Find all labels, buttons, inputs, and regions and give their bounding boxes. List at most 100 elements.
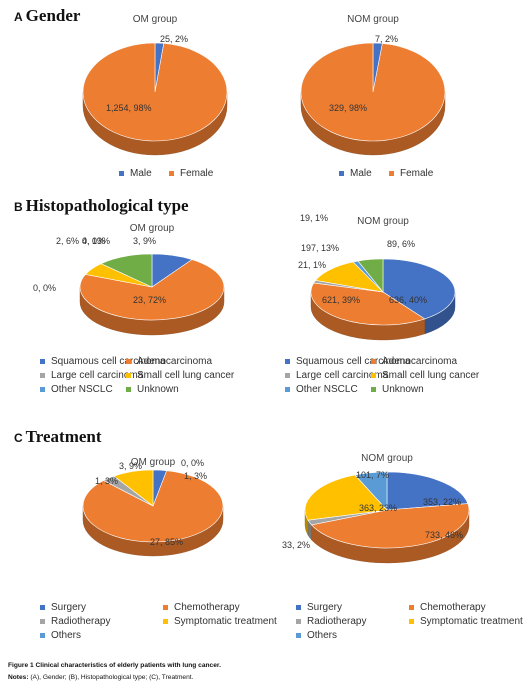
legend-swatch xyxy=(285,386,290,392)
data-label: 3, 9% xyxy=(119,461,142,471)
legend-swatch xyxy=(163,604,168,610)
legend-label: Unknown xyxy=(137,384,179,395)
legend-item: Chemotherapy xyxy=(409,602,486,613)
legend-label: Adenocarcinoma xyxy=(137,356,213,367)
data-label: 7, 2% xyxy=(375,34,398,44)
legend-item: Large cell carcinoma xyxy=(285,370,388,381)
legend-swatch xyxy=(285,358,290,364)
legend-swatch xyxy=(40,372,45,378)
pie-chart-b-nom: NOM group 636, 40% 621, 39% 21, 1% 197, 13% 1… xyxy=(298,213,456,341)
notes-label: Notes: xyxy=(8,674,29,681)
data-label: 733, 46% xyxy=(425,530,463,540)
data-label: 101, 7% xyxy=(356,470,389,480)
data-label: 89, 6% xyxy=(387,239,415,249)
legend-item: Female xyxy=(169,168,213,179)
pie-chart-a-nom: NOM group 7, 2% 329, 98% xyxy=(300,14,446,156)
pie-slice-squamous-cell-carcinoma xyxy=(382,258,456,320)
data-label: 4, 13% xyxy=(82,236,110,246)
legend-item: Radiotherapy xyxy=(296,616,366,627)
legend-label: Squamous cell carcinoma xyxy=(296,356,411,367)
chart-title: NOM group xyxy=(347,14,399,25)
legend-item: Squamous cell carcinoma xyxy=(40,356,166,367)
pie-slice-adenocarcinoma xyxy=(79,259,225,321)
legend-item: Surgery xyxy=(296,602,342,613)
legend-swatch xyxy=(296,618,301,624)
legend-swatch xyxy=(40,618,45,624)
section-title: Gender xyxy=(25,6,81,25)
legend-label: Chemotherapy xyxy=(420,602,486,613)
caption-line: Figure 1 Clinical characteristics of eld… xyxy=(8,662,221,669)
legend-item: Squamous cell carcinoma xyxy=(285,356,411,367)
chart-title: OM group xyxy=(133,14,178,25)
data-label: 621, 39% xyxy=(322,295,360,305)
legend-item: Other NSCLC xyxy=(40,384,113,395)
legend-swatch xyxy=(371,386,376,392)
legend-label: Surgery xyxy=(307,602,343,613)
legend-item: Symptomatic treatment xyxy=(163,616,277,627)
legend-label: Surgery xyxy=(51,602,87,613)
data-label: 0, 0% xyxy=(181,458,204,468)
legend-item: Unknown xyxy=(126,384,179,395)
chart-title: NOM group xyxy=(361,453,413,464)
legend-item: Adenocarcinoma xyxy=(371,356,457,367)
data-label: 1, 3% xyxy=(184,471,207,481)
legend-swatch xyxy=(371,358,376,364)
legend-label: Large cell carcinoma xyxy=(51,370,144,381)
pie-slice-female xyxy=(300,42,446,142)
section-letter: B xyxy=(14,200,23,214)
data-label: 25, 2% xyxy=(160,34,188,44)
legend-swatch xyxy=(409,604,414,610)
legend-label: Female xyxy=(400,168,434,179)
legend-label: Male xyxy=(350,168,372,179)
legend-label: Squamous cell carcinoma xyxy=(51,356,166,367)
legend-swatch xyxy=(163,618,168,624)
section-letter: A xyxy=(14,10,23,24)
pie-slice-others xyxy=(354,471,388,511)
legend-swatch xyxy=(126,358,131,364)
legend-swatch xyxy=(126,372,131,378)
legend-item: Male xyxy=(119,168,152,179)
pie-slice-surgery xyxy=(386,471,469,511)
pie-slice-female xyxy=(82,42,228,142)
legend-item: Others xyxy=(296,630,337,641)
legend-label: Radiotherapy xyxy=(51,616,111,627)
data-label: 33, 2% xyxy=(282,540,310,550)
section-letter: C xyxy=(14,431,23,445)
section-b-heading: B Histopathological type xyxy=(14,196,189,216)
legend-swatch xyxy=(409,618,414,624)
legend-label: Others xyxy=(307,630,338,641)
legend-label: Other NSCLC xyxy=(296,384,358,395)
legend-label: Symptomatic treatment xyxy=(420,616,523,627)
data-label: 197, 13% xyxy=(301,243,339,253)
legend-item: Male xyxy=(339,168,372,179)
legend-item: Small cell lung cancer xyxy=(126,370,234,381)
legend-label: Adenocarcinoma xyxy=(382,356,458,367)
chart-title: OM group xyxy=(131,457,176,468)
legend-label: Female xyxy=(180,168,214,179)
data-label: 363, 23% xyxy=(359,503,397,513)
section-title: Treatment xyxy=(25,427,102,446)
legend-label: Others xyxy=(51,630,82,641)
legend-label: Unknown xyxy=(382,384,424,395)
legend-swatch xyxy=(371,372,376,378)
legend-label: Chemotherapy xyxy=(174,602,240,613)
data-label: 353, 22% xyxy=(423,497,461,507)
data-label: 19, 1% xyxy=(300,213,328,223)
legend-item: Surgery xyxy=(40,602,86,613)
legend-swatch xyxy=(126,386,131,392)
section-title: Histopathological type xyxy=(25,196,189,215)
chart-title: OM group xyxy=(130,223,175,234)
legend-label: Small cell lung cancer xyxy=(137,370,235,381)
legend-item: Adenocarcinoma xyxy=(126,356,212,367)
figure-caption: Figure 1 Clinical characteristics of eld… xyxy=(8,662,221,669)
legend-swatch xyxy=(339,170,344,176)
data-label: 27, 85% xyxy=(150,537,183,547)
legend-label: Other NSCLC xyxy=(51,384,113,395)
section-a-heading: A Gender xyxy=(14,6,80,26)
legend-swatch xyxy=(389,170,394,176)
legend-swatch xyxy=(40,604,45,610)
legend-swatch xyxy=(296,604,301,610)
